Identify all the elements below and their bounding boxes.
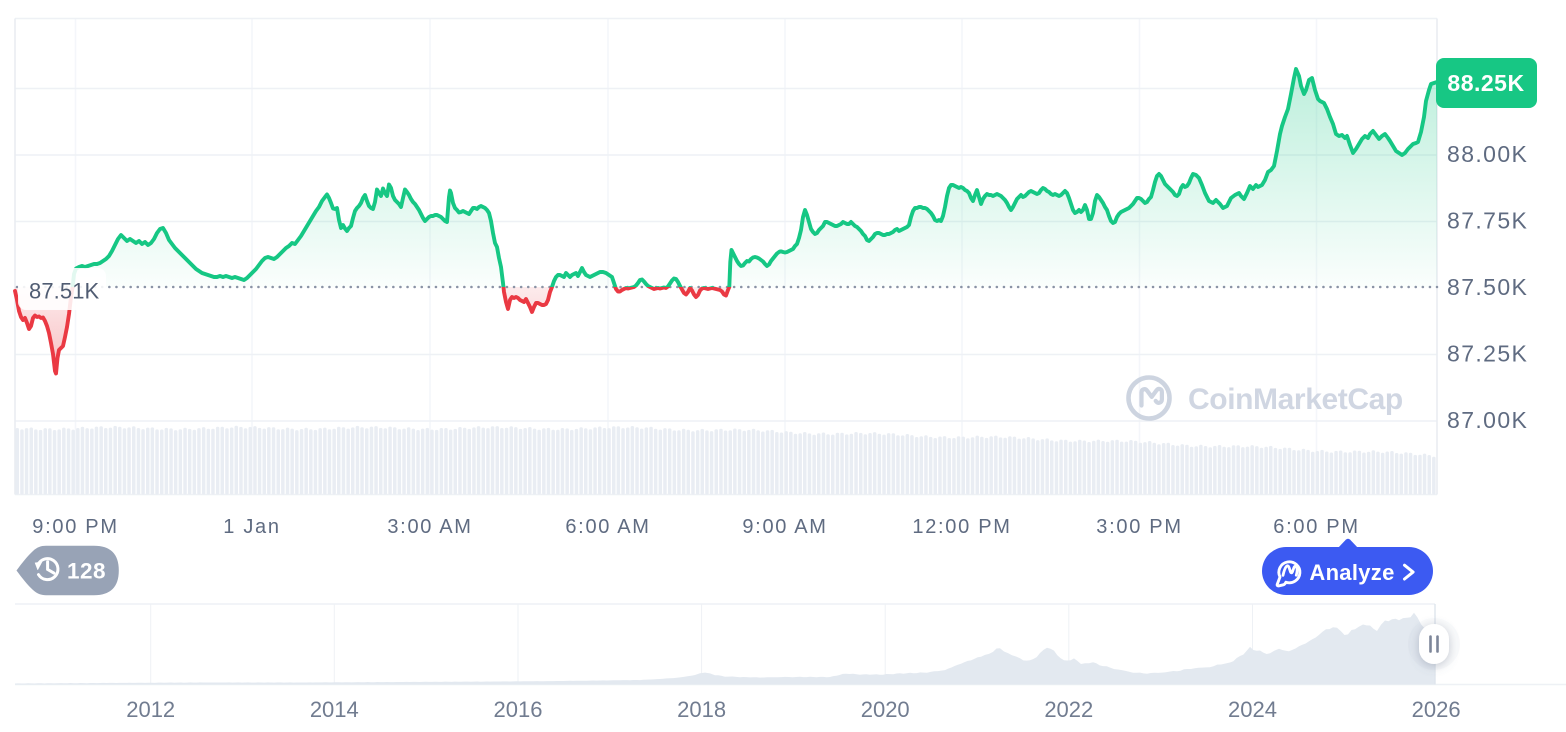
svg-text:87.75K: 87.75K	[1447, 208, 1528, 234]
svg-text:88.25K: 88.25K	[1447, 70, 1524, 96]
svg-text:87.25K: 87.25K	[1447, 341, 1528, 367]
svg-text:88.00K: 88.00K	[1447, 141, 1528, 167]
svg-text:2016: 2016	[494, 697, 543, 722]
svg-text:2014: 2014	[310, 697, 359, 722]
svg-text:3:00 AM: 3:00 AM	[387, 516, 472, 538]
svg-text:Analyze: Analyze	[1309, 560, 1394, 585]
svg-text:6:00 PM: 6:00 PM	[1273, 516, 1359, 538]
svg-text:2018: 2018	[677, 697, 726, 722]
svg-text:87.50K: 87.50K	[1447, 274, 1528, 300]
svg-text:2012: 2012	[126, 697, 175, 722]
svg-text:87.00K: 87.00K	[1447, 407, 1528, 433]
svg-text:CoinMarketCap: CoinMarketCap	[1188, 383, 1403, 416]
svg-text:12:00 PM: 12:00 PM	[912, 516, 1011, 538]
svg-text:3:00 PM: 3:00 PM	[1096, 516, 1182, 538]
svg-text:9:00 PM: 9:00 PM	[32, 516, 118, 538]
svg-text:9:00 AM: 9:00 AM	[742, 516, 827, 538]
svg-text:2020: 2020	[861, 697, 910, 722]
svg-text:1 Jan: 1 Jan	[223, 516, 280, 538]
svg-text:2026: 2026	[1412, 697, 1461, 722]
svg-text:87.51K: 87.51K	[29, 279, 100, 304]
svg-text:2022: 2022	[1044, 697, 1093, 722]
svg-text:128: 128	[67, 559, 106, 584]
svg-text:2024: 2024	[1228, 697, 1277, 722]
svg-text:6:00 AM: 6:00 AM	[565, 516, 650, 538]
